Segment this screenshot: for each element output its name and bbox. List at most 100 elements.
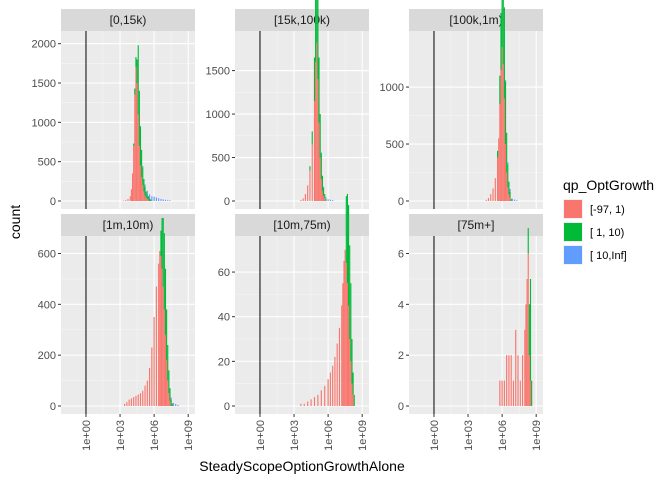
- histogram-bar: [309, 166, 311, 171]
- histogram-bar: [153, 196, 155, 201]
- histogram-bar: [350, 361, 352, 406]
- y-tick-label: 0: [50, 401, 56, 413]
- histogram-bar: [135, 395, 137, 406]
- histogram-bar: [155, 286, 157, 406]
- histogram-bar: [504, 144, 507, 201]
- facet-strip: [235, 9, 369, 31]
- y-tick-label: 500: [212, 153, 230, 165]
- histogram-bar: [142, 390, 144, 406]
- histogram-bar: [352, 394, 354, 406]
- histogram-bar: [166, 360, 168, 406]
- histogram-bar: [501, 47, 503, 201]
- histogram-bar: [144, 184, 146, 187]
- histogram-bar: [313, 101, 316, 201]
- histogram-bar: [300, 403, 302, 406]
- histogram-bar: [334, 356, 336, 406]
- histogram-bar: [509, 197, 511, 201]
- histogram-bar: [529, 380, 532, 406]
- histogram-bar: [527, 228, 529, 254]
- histogram-bar: [317, 79, 319, 201]
- y-tick-label: 40: [218, 312, 230, 324]
- histogram-bar: [506, 132, 508, 173]
- histogram-bar: [515, 329, 517, 406]
- histogram-bar: [141, 177, 143, 201]
- histogram-bar: [527, 253, 529, 406]
- facet-strip-label: [100k,1m): [449, 13, 502, 27]
- histogram-bar: [167, 344, 169, 381]
- histogram-bar: [321, 190, 324, 201]
- histogram-bar: [151, 347, 153, 406]
- histogram-bar: [122, 200, 125, 202]
- histogram-bar: [338, 327, 341, 406]
- histogram-bar: [508, 194, 510, 201]
- histogram-bar: [501, 380, 503, 406]
- histogram-bar: [315, 61, 317, 201]
- histogram-bar: [327, 379, 329, 406]
- histogram-bar: [494, 178, 496, 201]
- histogram-bar: [133, 397, 135, 406]
- histogram-bar: [341, 305, 343, 406]
- histogram-bar: [124, 403, 126, 406]
- histogram-bar: [507, 187, 509, 201]
- histogram-bar: [130, 189, 132, 201]
- histogram-bar: [524, 329, 526, 406]
- histogram-bar: [136, 59, 138, 84]
- histogram-bar: [499, 380, 501, 406]
- x-tick-label: 1e+09: [531, 420, 543, 451]
- histogram-bar: [309, 170, 311, 201]
- histogram-bar: [485, 199, 487, 201]
- histogram-bar: [307, 401, 309, 406]
- histogram-bar: [324, 194, 326, 199]
- histogram-bar: [142, 165, 144, 168]
- histogram-bar: [525, 304, 527, 406]
- histogram-bar: [317, 394, 319, 406]
- facet-strip: [235, 214, 369, 236]
- histogram-bar: [343, 260, 345, 406]
- x-tick-label: 1e+09: [183, 420, 195, 451]
- histogram-bar: [511, 198, 513, 201]
- x-tick-label: 1e+03: [463, 420, 475, 451]
- histogram-bar: [517, 355, 519, 406]
- histogram-bar: [311, 131, 313, 145]
- y-tick-label: 1500: [32, 78, 56, 90]
- x-axis-title: SteadyScopeOptionGrowthAlone: [199, 458, 405, 474]
- histogram-bar: [146, 190, 148, 195]
- histogram-bar: [177, 404, 179, 406]
- histogram-bar: [139, 126, 142, 166]
- histogram-bar: [316, 42, 318, 201]
- histogram-bar: [175, 403, 177, 406]
- histogram-bar: [155, 197, 157, 201]
- y-tick-label: 1000: [380, 82, 404, 94]
- y-tick-label: 60: [218, 267, 230, 279]
- histogram-bar: [172, 402, 174, 406]
- histogram-bar: [135, 57, 137, 68]
- histogram-bar: [320, 390, 322, 406]
- histogram-bar: [143, 178, 145, 192]
- histogram-bar: [167, 200, 169, 201]
- histogram-bar: [325, 198, 327, 201]
- histogram-bar: [323, 186, 325, 188]
- y-axis-title: count: [7, 205, 23, 239]
- facet-strip-label: [15k,100k): [274, 13, 330, 27]
- histogram-bar: [324, 385, 326, 406]
- legend-title: qp_OptGrowth: [563, 177, 654, 193]
- y-tick-label: 0: [50, 196, 56, 208]
- x-tick-label: 1e+06: [323, 420, 335, 451]
- histogram-bar: [143, 191, 145, 201]
- facet-strip-label: [0,15k): [110, 13, 147, 27]
- histogram-bar: [310, 399, 312, 406]
- histogram-bar: [320, 179, 322, 201]
- histogram-bar: [349, 339, 351, 406]
- histogram-bar: [332, 365, 334, 406]
- legend-label: [-97, 1): [590, 204, 625, 216]
- facet-strip: [409, 9, 543, 31]
- histogram-bar: [146, 199, 148, 201]
- histogram-bar: [139, 393, 142, 406]
- histogram-bar: [332, 200, 334, 201]
- histogram-bar: [315, 0, 317, 62]
- panel-background: [61, 31, 195, 209]
- facet-panel: [100k,1m) 0 500 1000: [380, 0, 543, 209]
- facet-panel: [75m+] 0 2 4 6 1e+00 1e+03 1e+06 1e+09: [398, 214, 543, 451]
- histogram-bar: [509, 189, 511, 192]
